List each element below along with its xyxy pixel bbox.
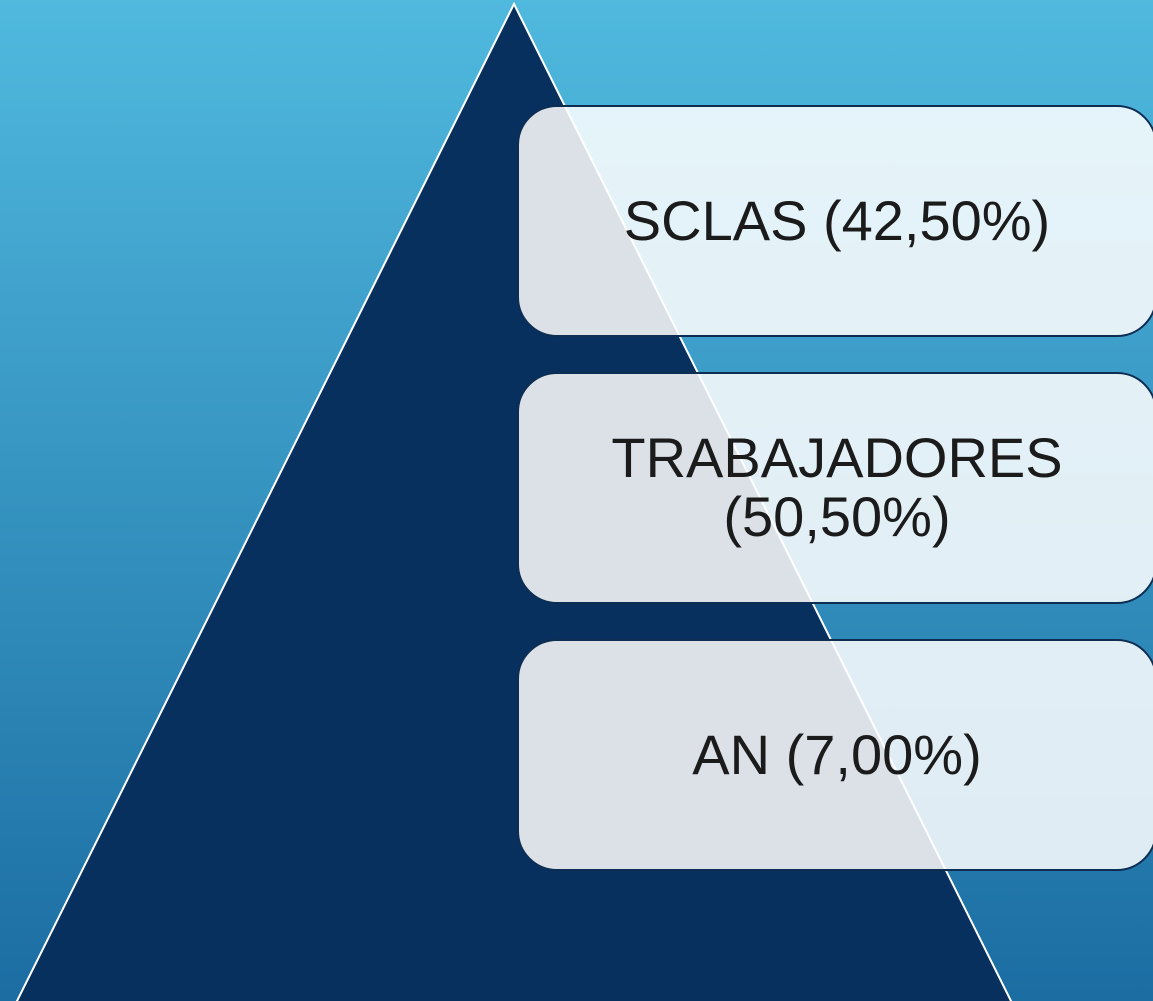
level-label: SCLAS (42,50%) [623,188,1051,252]
level-label: TRABAJADORES (50,50%) [611,426,1063,548]
level-label: AN (7,00%) [692,722,982,786]
level-box: AN (7,00%) [517,639,1153,871]
level-box: SCLAS (42,50%) [517,105,1153,337]
level-box: TRABAJADORES (50,50%) [517,372,1153,604]
